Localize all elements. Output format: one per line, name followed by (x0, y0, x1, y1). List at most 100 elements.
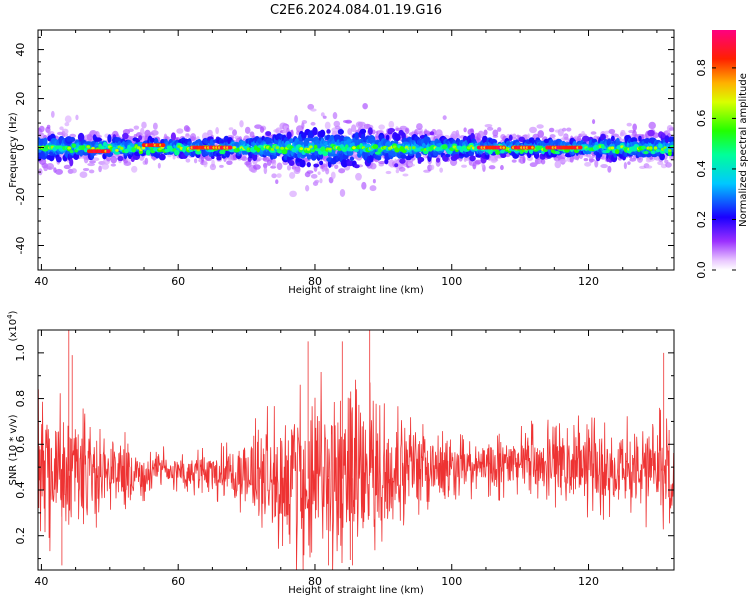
spectrogram-cell (123, 161, 132, 167)
spectrogram-cell (190, 136, 197, 141)
spectrogram-cell (289, 172, 296, 179)
y-tick-label: -20 (14, 188, 27, 206)
spectrogram-cell (301, 120, 308, 124)
spectrogram-y-axis-label: Frequency (Hz) (8, 112, 19, 188)
spectrogram-cell (429, 131, 435, 136)
spectrogram-cell (511, 159, 517, 163)
spectrogram-cell (357, 121, 366, 127)
spectrogram-cell (286, 131, 292, 140)
spectrogram-cell (375, 133, 380, 139)
spectrogram-cell (219, 164, 224, 168)
spectrogram-cell (286, 164, 291, 171)
spectrogram-x-ticks: 40 60 80 100 120 (34, 30, 658, 288)
spectrogram-cell (583, 157, 589, 162)
spectrogram-cell (461, 164, 467, 168)
spectrogram-cell (228, 127, 234, 131)
spectrogram-cell (508, 134, 513, 141)
spectrogram-cell (107, 134, 112, 143)
spectrogram-cell (256, 156, 262, 161)
spectrogram-band (38, 102, 674, 198)
spectrogram-cell (492, 129, 499, 137)
spectrogram-cell (55, 168, 64, 175)
spectrogram-cell (439, 167, 444, 173)
spectrogram-cell (164, 149, 171, 153)
spectrogram-cell (312, 127, 318, 136)
spectrogram-cell (641, 145, 647, 150)
spectrogram-cell (50, 110, 55, 118)
spectrogram-cell (275, 127, 283, 135)
spectrogram-cell (210, 155, 215, 160)
spectrogram-cell (408, 163, 415, 167)
spectrogram-cell (281, 149, 288, 155)
spectrogram-panel: 40 60 80 100 120 -40 -20 0 20 40 Height of strai… (8, 29, 675, 296)
spectrogram-cell (339, 135, 345, 141)
spectrogram-cell (46, 124, 51, 129)
spectrogram-cell (500, 152, 507, 159)
spectrogram-cell (353, 164, 360, 169)
colorbar-label: Normalized spectral amplitude (738, 73, 749, 227)
spectrogram-cell (540, 159, 546, 165)
spectrogram-cell (361, 181, 367, 190)
spectrogram-cell (239, 120, 244, 128)
spectrogram-peak (160, 143, 166, 148)
spectrogram-cell (394, 146, 400, 153)
x-tick-label: 60 (171, 575, 185, 588)
spectrogram-cell (61, 128, 69, 135)
snr-y-axis-label: SNR (10 * v/v) (8, 414, 19, 485)
spectrogram-cell (59, 126, 64, 131)
spectrogram-cell (345, 120, 353, 124)
spectrogram-cell (86, 145, 91, 149)
spectrogram-cell (203, 160, 208, 168)
spectrogram-cell (69, 137, 76, 143)
snr-y-ticks: 0.2 0.4 0.6 0.8 1.0 (14, 329, 674, 560)
spectrogram-cell (416, 123, 423, 131)
spectrogram-cell (378, 161, 387, 165)
spectrogram-cell (477, 130, 485, 139)
x-tick-label: 40 (34, 575, 48, 588)
spectrogram-cell (269, 149, 276, 153)
spectrogram-cell (561, 127, 567, 132)
spectrogram-cell (259, 126, 265, 133)
spectrogram-cell (306, 161, 311, 168)
spectrogram-cell (38, 132, 45, 139)
spectrogram-cell (495, 149, 500, 155)
y-tick-label: 0 (14, 144, 27, 151)
spectrogram-cell (659, 153, 665, 161)
spectrogram-cell (474, 159, 483, 165)
spectrogram-cell (569, 156, 574, 163)
colorbar-ticks: 0.0 0.2 0.4 0.6 0.8 (695, 59, 736, 279)
spectrogram-cell (280, 146, 284, 150)
spectrogram-cell (138, 135, 143, 141)
spectrogram-cell (372, 144, 379, 150)
spectrogram-cell (351, 124, 357, 133)
spectrogram-cell (71, 168, 77, 174)
y-tick-label: 0.4 (14, 481, 27, 499)
spectrogram-cell (131, 165, 138, 173)
spectrogram-cell (69, 158, 74, 167)
spectrogram-cell (288, 160, 295, 167)
spectrogram-cell (87, 162, 95, 167)
spectrogram-cell (124, 148, 129, 154)
spectrogram-cell (384, 158, 389, 165)
spectrogram-cell (655, 149, 660, 153)
spectrogram-cell (158, 153, 166, 161)
spectrogram-cell (394, 163, 399, 168)
spectrogram-cell (94, 137, 103, 142)
spectrogram-cell (98, 165, 102, 173)
spectrogram-cell (177, 145, 182, 149)
spectrogram-cell (113, 151, 121, 155)
spectrogram-cell (445, 153, 451, 158)
spectrogram-cell (600, 133, 606, 141)
spectrogram-frame (37, 29, 675, 271)
spectrogram-cell (594, 160, 599, 168)
spectrogram-cell (170, 132, 177, 141)
figure-title: C2E6.2024.084.01.19.G16 (270, 3, 442, 18)
spectrogram-cell (339, 189, 346, 197)
spectrogram-cell (326, 129, 331, 134)
spectrogram-cell (395, 169, 400, 174)
spectrogram-cell (140, 127, 145, 136)
spectrogram-cell (646, 165, 653, 169)
snr-frame (37, 329, 675, 571)
spectrogram-cell (607, 165, 612, 173)
spectrogram-cell (75, 114, 79, 121)
